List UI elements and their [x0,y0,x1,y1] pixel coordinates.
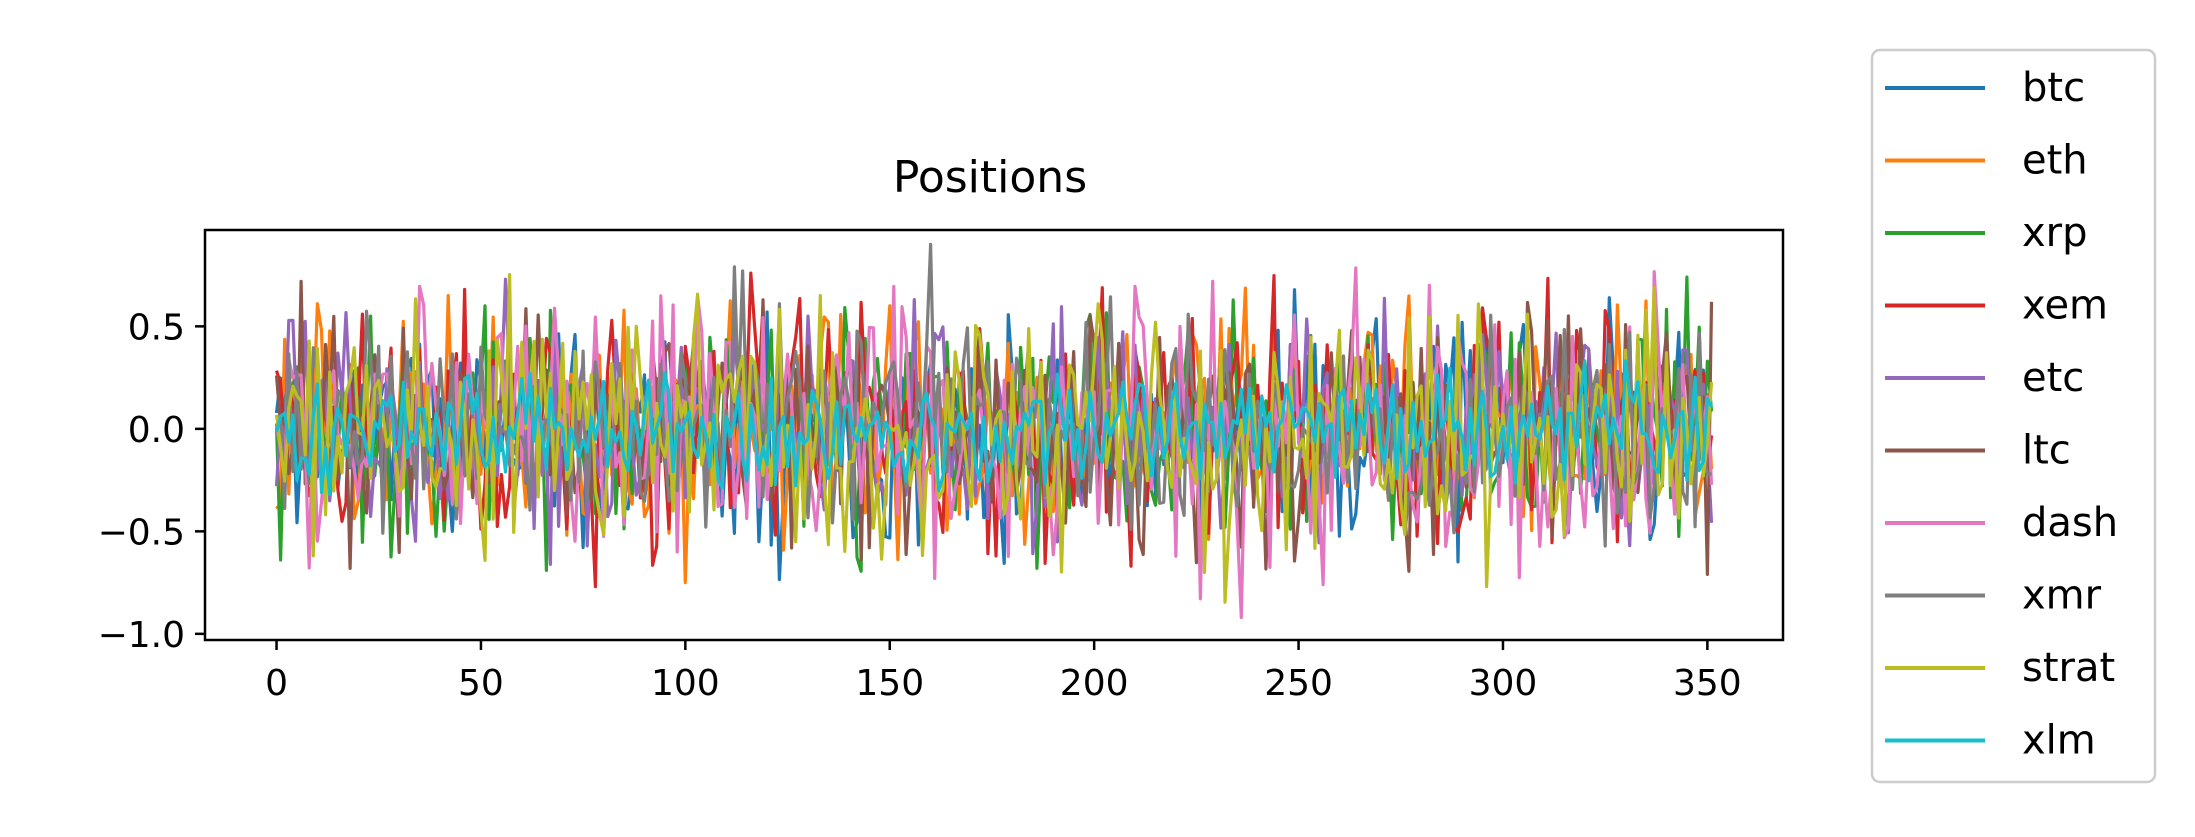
legend-item-btc: btc [1885,65,2085,111]
legend-item-xem: xem [1885,283,2108,329]
x-axis: 0 50 100 150 200 250 300 350 [265,640,1742,704]
x-tick-label: 50 [458,663,504,704]
legend-label: btc [2022,65,2085,111]
legend-items: btc eth xrp xem etc ltc dash xmr strat xlm [1885,65,2118,764]
legend: btc eth xrp xem etc ltc dash xmr strat xlm [1870,48,2157,784]
x-tick-label: 150 [855,663,924,704]
y-tick-label: −0.5 [98,512,185,553]
legend-label: strat [2022,645,2115,691]
x-tick-label: 300 [1469,663,1538,704]
legend-label: xrp [2022,210,2088,256]
y-tick-label: −1.0 [98,615,185,656]
x-tick-label: 0 [265,663,288,704]
chart-title: Positions [893,152,1087,203]
legend-label: dash [2022,500,2118,546]
plot-frame [203,228,1785,642]
series-line-xlm [274,359,1713,497]
x-tick-label: 100 [651,663,720,704]
legend-item-ltc: ltc [1885,428,2071,474]
series-layer [274,242,1714,620]
x-tick-label: 250 [1264,663,1333,704]
legend-item-xmr: xmr [1885,573,2102,619]
legend-item-strat: strat [1885,645,2115,691]
legend-item-etc: etc [1885,355,2084,401]
legend-label: xem [2022,283,2108,329]
legend-label: etc [2022,355,2084,401]
x-tick-label: 350 [1673,663,1742,704]
y-tick-label: 0.0 [128,410,185,451]
x-tick-label: 200 [1060,663,1129,704]
y-axis: −1.0 −0.5 0.0 0.5 [98,307,205,656]
legend-item-dash: dash [1885,500,2118,546]
legend-label: xlm [2022,718,2096,764]
legend-item-xrp: xrp [1885,210,2088,256]
legend-label: eth [2022,138,2088,184]
legend-item-eth: eth [1885,138,2088,184]
series-line-dash [274,266,1714,620]
legend-item-xlm: xlm [1885,718,2096,764]
legend-label: ltc [2022,428,2071,474]
y-tick-label: 0.5 [128,307,185,348]
legend-label: xmr [2022,573,2102,619]
